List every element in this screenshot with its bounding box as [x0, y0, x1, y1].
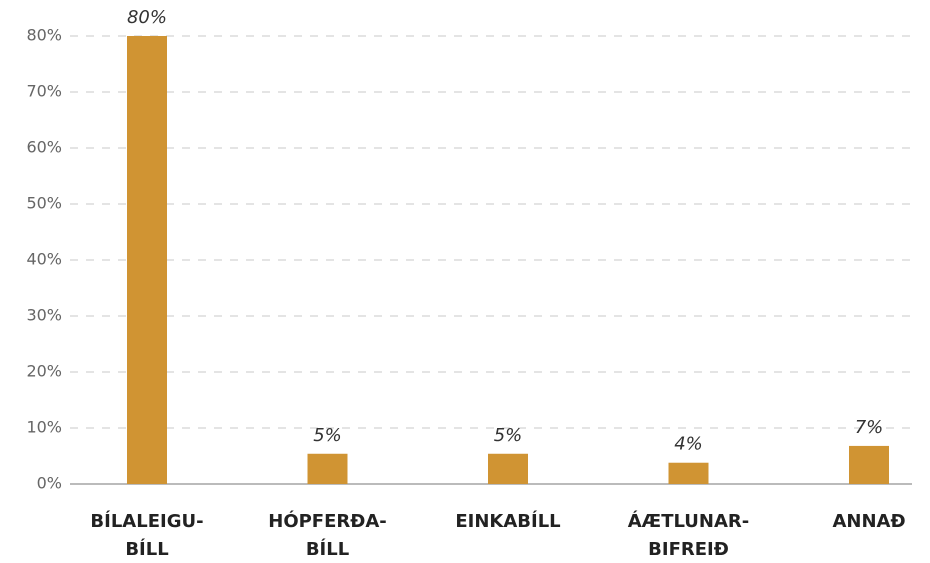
bar — [307, 453, 348, 484]
value-label: 7% — [855, 417, 884, 438]
bar — [127, 36, 167, 484]
x-tick-label: HÓPFERÐA- — [268, 510, 387, 532]
x-tick-label: BÍLL — [306, 538, 349, 560]
y-tick-label: 60% — [26, 138, 62, 157]
y-tick-label: 30% — [26, 306, 62, 325]
bar — [488, 453, 528, 484]
bar — [668, 462, 709, 484]
y-tick-label: 10% — [26, 418, 62, 437]
x-tick-label: ÁÆTLUNAR- — [628, 510, 750, 532]
x-tick-label: EINKABÍLL — [455, 510, 560, 532]
x-tick-label: ANNAÐ — [832, 511, 905, 532]
y-tick-label: 80% — [26, 26, 62, 45]
value-label: 5% — [494, 425, 523, 446]
x-tick-label: BÍLL — [125, 538, 168, 560]
y-tick-label: 70% — [26, 82, 62, 101]
y-tick-label: 20% — [26, 362, 62, 381]
value-label: 80% — [127, 7, 167, 28]
value-label: 5% — [313, 425, 342, 446]
value-label: 4% — [674, 434, 703, 455]
y-tick-label: 0% — [37, 474, 62, 493]
y-tick-label: 40% — [26, 250, 62, 269]
x-tick-label: BIFREIÐ — [648, 539, 729, 560]
x-tick-label: BÍLALEIGU- — [90, 510, 203, 532]
y-tick-label: 50% — [26, 194, 62, 213]
bar — [849, 445, 889, 484]
